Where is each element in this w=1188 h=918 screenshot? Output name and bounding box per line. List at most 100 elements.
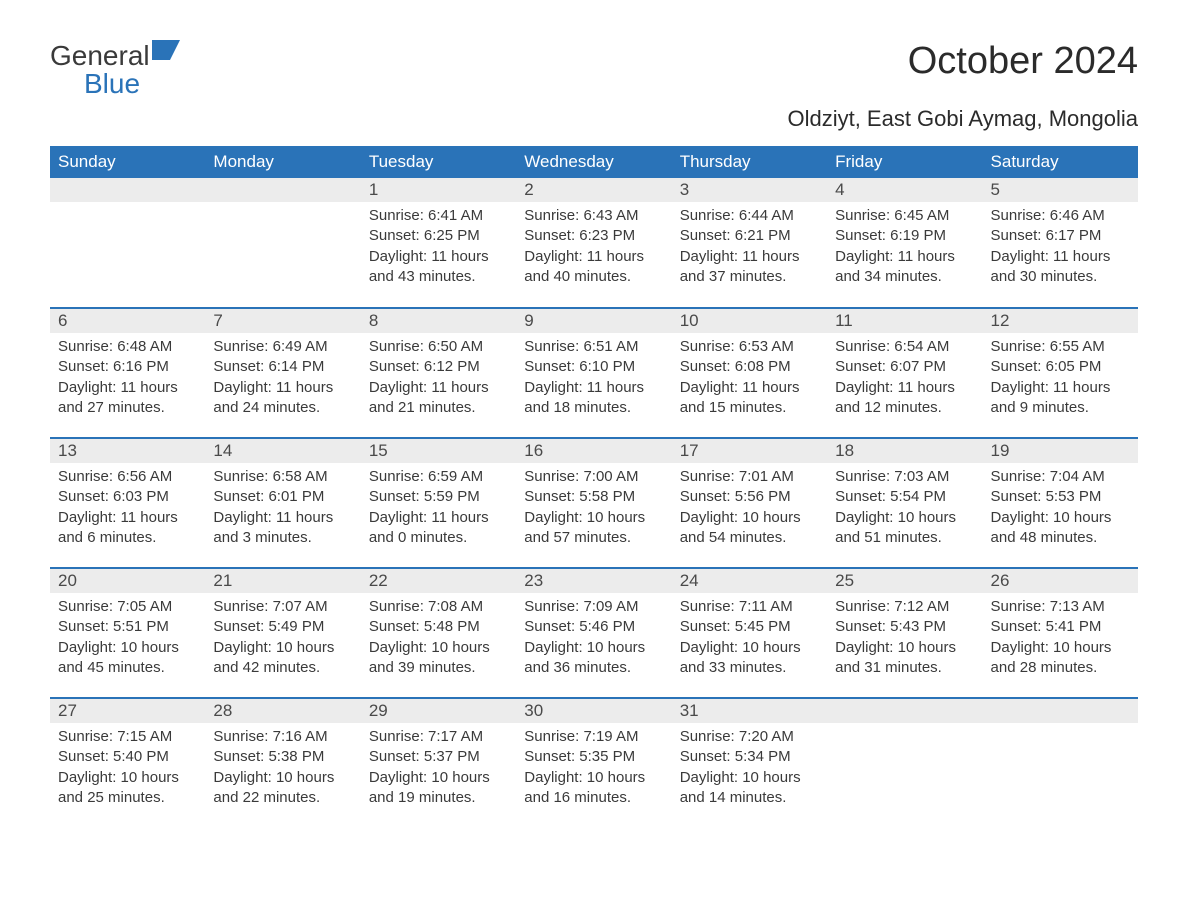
daylight-text: Daylight: 10 hours and 16 minutes.: [524, 768, 663, 809]
day-number: [50, 178, 205, 202]
day-details: Sunrise: 7:04 AMSunset: 5:53 PMDaylight:…: [983, 463, 1138, 556]
day-header: Saturday: [983, 146, 1138, 178]
sunrise-text: Sunrise: 7:09 AM: [524, 597, 663, 617]
daylight-text: Daylight: 11 hours and 34 minutes.: [835, 247, 974, 288]
sunset-text: Sunset: 6:05 PM: [991, 357, 1130, 377]
day-number: 25: [827, 569, 982, 593]
calendar-day-cell: 7Sunrise: 6:49 AMSunset: 6:14 PMDaylight…: [205, 308, 360, 438]
calendar-day-cell: 23Sunrise: 7:09 AMSunset: 5:46 PMDayligh…: [516, 568, 671, 698]
calendar-day-cell: 19Sunrise: 7:04 AMSunset: 5:53 PMDayligh…: [983, 438, 1138, 568]
day-number: [827, 699, 982, 723]
sunrise-text: Sunrise: 6:43 AM: [524, 206, 663, 226]
sunset-text: Sunset: 5:41 PM: [991, 617, 1130, 637]
day-number: 19: [983, 439, 1138, 463]
calendar-week-row: 13Sunrise: 6:56 AMSunset: 6:03 PMDayligh…: [50, 438, 1138, 568]
sunset-text: Sunset: 6:21 PM: [680, 226, 819, 246]
daylight-text: Daylight: 11 hours and 12 minutes.: [835, 378, 974, 419]
day-details: Sunrise: 6:41 AMSunset: 6:25 PMDaylight:…: [361, 202, 516, 295]
day-number: 15: [361, 439, 516, 463]
day-details: Sunrise: 6:59 AMSunset: 5:59 PMDaylight:…: [361, 463, 516, 556]
sunrise-text: Sunrise: 6:41 AM: [369, 206, 508, 226]
calendar-day-cell: 18Sunrise: 7:03 AMSunset: 5:54 PMDayligh…: [827, 438, 982, 568]
day-number: 9: [516, 309, 671, 333]
daylight-text: Daylight: 10 hours and 22 minutes.: [213, 768, 352, 809]
sunrise-text: Sunrise: 7:11 AM: [680, 597, 819, 617]
day-number: 5: [983, 178, 1138, 202]
day-header: Thursday: [672, 146, 827, 178]
day-details: Sunrise: 6:50 AMSunset: 6:12 PMDaylight:…: [361, 333, 516, 426]
sunrise-text: Sunrise: 7:17 AM: [369, 727, 508, 747]
daylight-text: Daylight: 11 hours and 30 minutes.: [991, 247, 1130, 288]
day-details: Sunrise: 7:00 AMSunset: 5:58 PMDaylight:…: [516, 463, 671, 556]
calendar-day-cell: 2Sunrise: 6:43 AMSunset: 6:23 PMDaylight…: [516, 178, 671, 308]
day-number: 27: [50, 699, 205, 723]
sunrise-text: Sunrise: 7:20 AM: [680, 727, 819, 747]
day-number: 21: [205, 569, 360, 593]
day-number: 11: [827, 309, 982, 333]
sunset-text: Sunset: 5:40 PM: [58, 747, 197, 767]
day-number: 12: [983, 309, 1138, 333]
calendar-day-cell: 14Sunrise: 6:58 AMSunset: 6:01 PMDayligh…: [205, 438, 360, 568]
day-number: 24: [672, 569, 827, 593]
daylight-text: Daylight: 11 hours and 24 minutes.: [213, 378, 352, 419]
day-details: Sunrise: 7:11 AMSunset: 5:45 PMDaylight:…: [672, 593, 827, 686]
daylight-text: Daylight: 11 hours and 27 minutes.: [58, 378, 197, 419]
page-title: October 2024: [908, 40, 1138, 83]
sunrise-text: Sunrise: 7:07 AM: [213, 597, 352, 617]
sunset-text: Sunset: 5:58 PM: [524, 487, 663, 507]
day-number: 28: [205, 699, 360, 723]
calendar-day-cell: 8Sunrise: 6:50 AMSunset: 6:12 PMDaylight…: [361, 308, 516, 438]
sunset-text: Sunset: 6:10 PM: [524, 357, 663, 377]
day-number: 1: [361, 178, 516, 202]
sunrise-text: Sunrise: 7:12 AM: [835, 597, 974, 617]
day-details: Sunrise: 7:15 AMSunset: 5:40 PMDaylight:…: [50, 723, 205, 816]
calendar-day-cell: [983, 698, 1138, 828]
sunrise-text: Sunrise: 6:48 AM: [58, 337, 197, 357]
day-details: Sunrise: 6:49 AMSunset: 6:14 PMDaylight:…: [205, 333, 360, 426]
calendar-day-cell: [205, 178, 360, 308]
daylight-text: Daylight: 11 hours and 18 minutes.: [524, 378, 663, 419]
daylight-text: Daylight: 10 hours and 14 minutes.: [680, 768, 819, 809]
calendar-day-cell: 31Sunrise: 7:20 AMSunset: 5:34 PMDayligh…: [672, 698, 827, 828]
calendar-day-cell: 11Sunrise: 6:54 AMSunset: 6:07 PMDayligh…: [827, 308, 982, 438]
daylight-text: Daylight: 10 hours and 48 minutes.: [991, 508, 1130, 549]
sunset-text: Sunset: 5:59 PM: [369, 487, 508, 507]
day-number: 6: [50, 309, 205, 333]
daylight-text: Daylight: 10 hours and 33 minutes.: [680, 638, 819, 679]
day-details: Sunrise: 7:07 AMSunset: 5:49 PMDaylight:…: [205, 593, 360, 686]
calendar-day-cell: 6Sunrise: 6:48 AMSunset: 6:16 PMDaylight…: [50, 308, 205, 438]
day-details: Sunrise: 7:13 AMSunset: 5:41 PMDaylight:…: [983, 593, 1138, 686]
location-subtitle: Oldziyt, East Gobi Aymag, Mongolia: [50, 106, 1138, 132]
daylight-text: Daylight: 11 hours and 9 minutes.: [991, 378, 1130, 419]
day-number: 7: [205, 309, 360, 333]
daylight-text: Daylight: 11 hours and 3 minutes.: [213, 508, 352, 549]
sunset-text: Sunset: 5:37 PM: [369, 747, 508, 767]
sunrise-text: Sunrise: 7:16 AM: [213, 727, 352, 747]
calendar-day-cell: 24Sunrise: 7:11 AMSunset: 5:45 PMDayligh…: [672, 568, 827, 698]
calendar-day-cell: [827, 698, 982, 828]
day-details: Sunrise: 7:01 AMSunset: 5:56 PMDaylight:…: [672, 463, 827, 556]
sunrise-text: Sunrise: 7:03 AM: [835, 467, 974, 487]
calendar-day-cell: 5Sunrise: 6:46 AMSunset: 6:17 PMDaylight…: [983, 178, 1138, 308]
brand-part1: General: [50, 40, 150, 71]
sunrise-text: Sunrise: 6:58 AM: [213, 467, 352, 487]
sunrise-text: Sunrise: 7:15 AM: [58, 727, 197, 747]
daylight-text: Daylight: 10 hours and 25 minutes.: [58, 768, 197, 809]
calendar-day-cell: [50, 178, 205, 308]
sunset-text: Sunset: 6:23 PM: [524, 226, 663, 246]
brand-part2: Blue: [84, 68, 180, 100]
sunrise-text: Sunrise: 7:13 AM: [991, 597, 1130, 617]
header: General Blue October 2024: [50, 40, 1138, 100]
calendar-day-cell: 10Sunrise: 6:53 AMSunset: 6:08 PMDayligh…: [672, 308, 827, 438]
calendar-day-cell: 30Sunrise: 7:19 AMSunset: 5:35 PMDayligh…: [516, 698, 671, 828]
sunrise-text: Sunrise: 6:55 AM: [991, 337, 1130, 357]
day-header: Sunday: [50, 146, 205, 178]
sunrise-text: Sunrise: 6:50 AM: [369, 337, 508, 357]
sunrise-text: Sunrise: 6:51 AM: [524, 337, 663, 357]
calendar-day-cell: 28Sunrise: 7:16 AMSunset: 5:38 PMDayligh…: [205, 698, 360, 828]
calendar-day-cell: 4Sunrise: 6:45 AMSunset: 6:19 PMDaylight…: [827, 178, 982, 308]
daylight-text: Daylight: 10 hours and 39 minutes.: [369, 638, 508, 679]
calendar-day-cell: 27Sunrise: 7:15 AMSunset: 5:40 PMDayligh…: [50, 698, 205, 828]
day-details: Sunrise: 6:54 AMSunset: 6:07 PMDaylight:…: [827, 333, 982, 426]
calendar-day-cell: 17Sunrise: 7:01 AMSunset: 5:56 PMDayligh…: [672, 438, 827, 568]
